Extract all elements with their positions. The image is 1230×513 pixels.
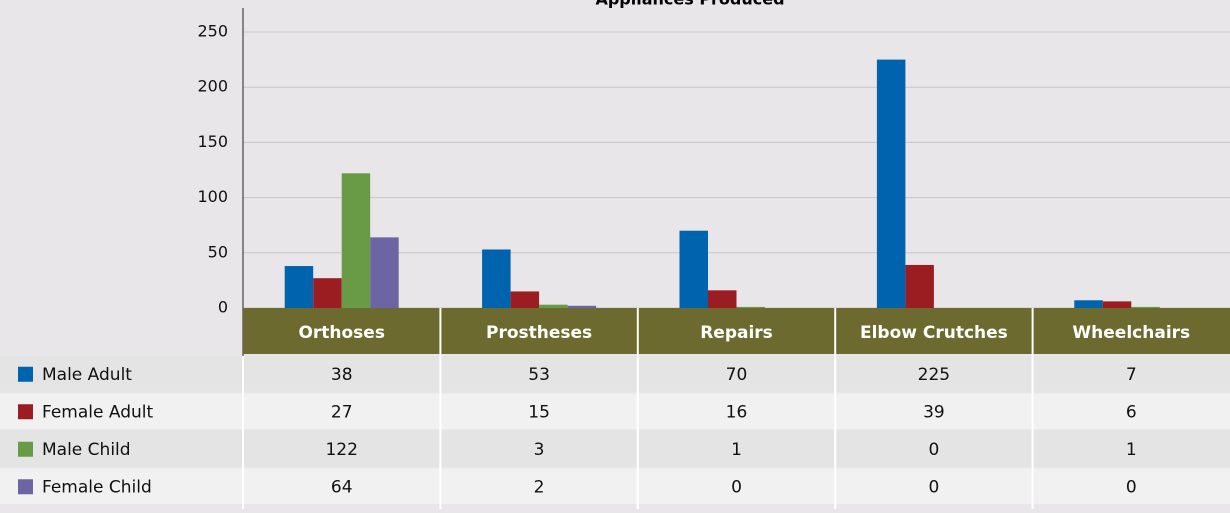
x-tick-label: Repairs — [700, 323, 773, 343]
table-cell: 225 — [918, 365, 950, 385]
bar — [905, 264, 934, 308]
bar — [370, 237, 399, 308]
y-tick-label: 250 — [197, 22, 228, 41]
y-tick-label: 150 — [197, 132, 228, 151]
x-tick-label: Wheelchairs — [1072, 323, 1190, 343]
table-cell: 7 — [1126, 365, 1137, 385]
table-cell: 70 — [726, 365, 748, 385]
bar — [736, 306, 765, 308]
table-cell: 27 — [331, 402, 353, 422]
legend-swatch — [18, 404, 33, 420]
bar — [708, 290, 737, 308]
legend-label: Female Child — [42, 477, 152, 497]
table-row — [0, 393, 1230, 429]
bar — [510, 291, 540, 308]
x-tick-label: Orthoses — [298, 323, 385, 343]
legend-label: Male Adult — [42, 365, 132, 385]
bar — [539, 304, 568, 308]
table-cell: 122 — [325, 440, 357, 460]
legend-swatch — [18, 441, 33, 457]
table-cell: 53 — [528, 365, 550, 385]
y-tick-label: 50 — [208, 242, 228, 261]
bar — [876, 59, 906, 308]
table-cell: 15 — [528, 402, 550, 422]
table-row — [0, 431, 1230, 467]
bar — [1102, 301, 1132, 308]
table-cell: 64 — [331, 477, 353, 497]
table-cell: 0 — [928, 440, 939, 460]
table-row — [0, 356, 1230, 392]
table-row — [0, 468, 1230, 504]
legend-label: Female Adult — [42, 402, 153, 422]
chart-title: Appliances Produced — [595, 0, 784, 9]
legend-swatch — [18, 479, 33, 495]
bar — [679, 230, 708, 308]
y-tick-label: 100 — [197, 187, 228, 206]
table-cell: 6 — [1126, 402, 1137, 422]
bar — [1074, 300, 1103, 308]
category-band — [243, 308, 1230, 354]
table-cell: 0 — [928, 477, 939, 497]
table-cell: 16 — [726, 402, 748, 422]
legend-label: Male Child — [42, 440, 131, 460]
x-tick-label: Prostheses — [486, 323, 592, 343]
table-cell: 39 — [923, 402, 945, 422]
bar — [341, 173, 371, 308]
bar — [1131, 306, 1160, 308]
bar — [567, 305, 597, 308]
table-cell: 3 — [534, 440, 545, 460]
table-cell: 0 — [731, 477, 742, 497]
table-cell: 1 — [731, 440, 742, 460]
table-cell: 38 — [331, 365, 353, 385]
table-cell: 1 — [1126, 440, 1137, 460]
table-cell: 0 — [1126, 477, 1137, 497]
table-cell: 2 — [534, 477, 545, 497]
y-tick-label: 0 — [218, 298, 228, 317]
x-tick-label: Elbow Crutches — [860, 323, 1008, 343]
bar — [313, 278, 342, 308]
y-tick-label: 200 — [197, 77, 228, 96]
bar — [284, 266, 314, 308]
bar — [482, 249, 511, 308]
legend-swatch — [18, 366, 33, 382]
